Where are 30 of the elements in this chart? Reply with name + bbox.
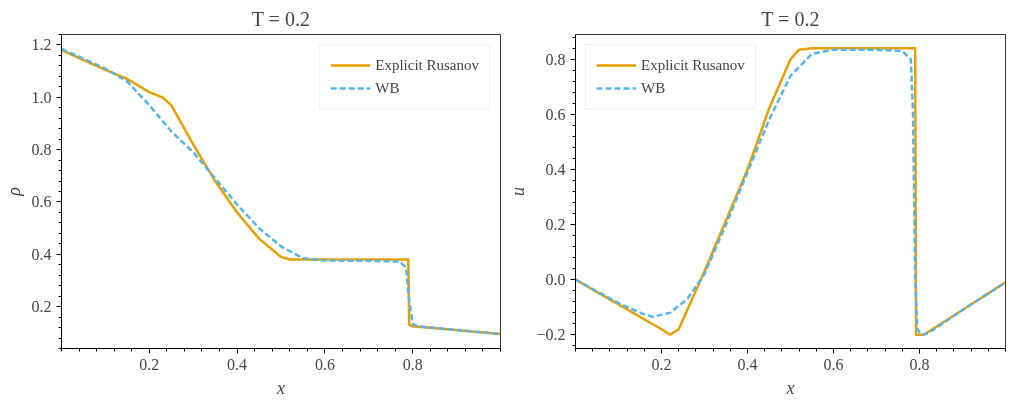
x-tick-label: 0.2 <box>139 355 160 373</box>
y-tick-label: 0.4 <box>31 245 52 263</box>
x-tick-label: 0.6 <box>314 355 335 373</box>
y-tick-label: 0.6 <box>545 105 566 123</box>
y-axis-title: u <box>508 187 529 196</box>
x-tick-label: 0.8 <box>402 355 423 373</box>
legend-label: Explicit Rusanov <box>641 56 745 74</box>
y-tick-label: −0.2 <box>536 326 566 344</box>
x-tick-label: 0.8 <box>909 355 930 373</box>
legend-label: WB <box>641 79 666 97</box>
y-axis-title: ρ <box>3 186 24 197</box>
y-tick-label: 0.2 <box>31 298 52 316</box>
y-tick-label: 0.8 <box>545 50 566 68</box>
y-tick-label: 0.0 <box>545 271 566 289</box>
x-axis-title: x <box>785 377 795 398</box>
x-tick-label: 0.4 <box>737 355 758 373</box>
x-tick-label: 0.6 <box>823 355 844 373</box>
x-tick-label: 0.2 <box>651 355 672 373</box>
y-tick-label: 0.8 <box>31 141 52 159</box>
x-tick-label: 0.4 <box>227 355 248 373</box>
y-tick-label: 1.2 <box>31 36 52 54</box>
legend-label: Explicit Rusanov <box>375 56 479 74</box>
y-tick-label: 0.6 <box>31 193 52 211</box>
legend-label: WB <box>375 79 400 97</box>
y-tick-label: 0.4 <box>545 160 566 178</box>
x-axis-title: x <box>276 377 286 398</box>
chart-title: T = 0.2 <box>251 7 310 30</box>
chart-title: T = 0.2 <box>761 7 820 30</box>
y-tick-label: 0.2 <box>545 216 566 234</box>
y-tick-label: 1.0 <box>31 88 52 106</box>
